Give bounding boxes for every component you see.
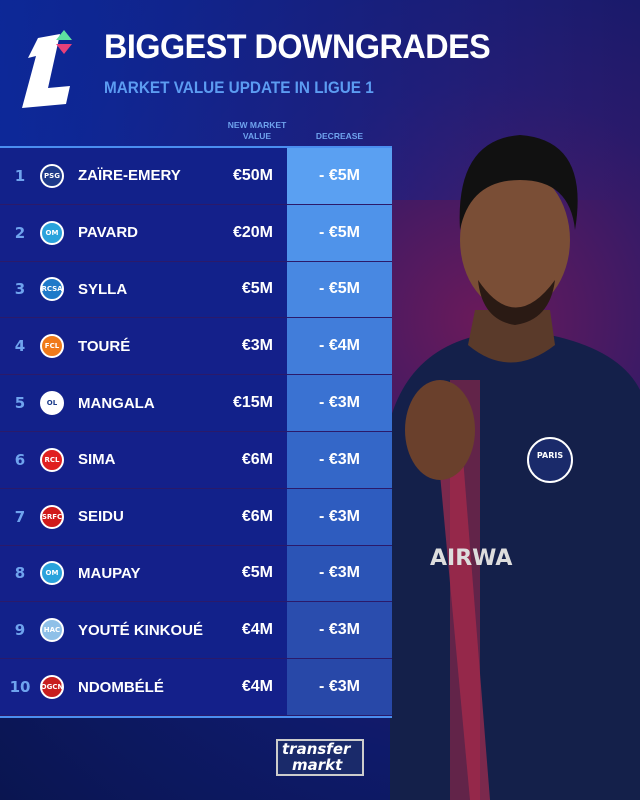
market-value: €20M xyxy=(232,223,273,241)
brand-line2: markt xyxy=(292,756,343,774)
page-subtitle: MARKET VALUE UPDATE IN LIGUE 1 xyxy=(104,78,374,97)
club-badge-icon: PSG xyxy=(40,163,64,188)
market-value: €4M xyxy=(241,621,273,639)
player-name: SYLLA xyxy=(78,280,128,298)
rank: 5 xyxy=(14,394,26,413)
decrease-value: - €4M xyxy=(287,318,392,375)
club-badge-icon: OL xyxy=(40,391,64,416)
ligue1-logo xyxy=(22,30,72,108)
rank: 4 xyxy=(14,337,26,356)
market-value: €6M xyxy=(241,450,273,468)
decrease-value: - €3M xyxy=(287,431,392,488)
column-header-value: NEW MARKET VALUE xyxy=(227,120,287,141)
market-value: €50M xyxy=(232,166,273,184)
decrease-value: - €5M xyxy=(287,204,392,261)
rank: 7 xyxy=(14,507,26,526)
rank: 6 xyxy=(14,450,26,469)
column-header-decrease: DECREASE xyxy=(315,131,364,141)
decrease-value: - €3M xyxy=(287,602,392,659)
table-row: 6 RCL SIMA €6M - €3M xyxy=(0,431,392,489)
club-badge-icon: OM xyxy=(40,220,64,245)
table-row: 3 RCSA SYLLA €5M - €5M xyxy=(0,261,392,319)
crest-text: PARIS xyxy=(537,451,563,460)
club-badge-icon: RCSA xyxy=(40,277,64,302)
rank: 10 xyxy=(9,678,31,697)
table-row: 7 SRFC SEIDU €6M - €3M xyxy=(0,488,392,546)
club-badge-icon: FCL xyxy=(40,334,64,359)
table-row: 4 FCL TOURÉ €3M - €4M xyxy=(0,318,392,376)
rank: 1 xyxy=(14,166,26,185)
club-badge-icon: RCL xyxy=(40,447,64,472)
club-badge-icon: OM xyxy=(40,561,64,586)
rank: 9 xyxy=(14,621,26,640)
player-name: MANGALA xyxy=(78,394,155,412)
table-row: 5 OL MANGALA €15M - €3M xyxy=(0,375,392,432)
rankings-table: 1 PSG ZAÏRE-EMERY €50M - €5M 2 OM PAVARD … xyxy=(0,146,392,718)
brand-line1: transfer xyxy=(282,740,351,758)
market-value: €6M xyxy=(241,507,273,525)
transfermarkt-logo: transfer markt xyxy=(276,739,364,776)
rank: 2 xyxy=(14,223,26,242)
club-badge-icon: HAC xyxy=(40,618,64,643)
player-name: MAUPAY xyxy=(78,564,141,582)
market-value: €4M xyxy=(241,678,273,696)
decrease-value: - €3M xyxy=(287,488,392,545)
shirt-sponsor: AIRWA xyxy=(430,546,512,571)
player-name: NDOMBÉLÉ xyxy=(78,678,164,696)
club-badge-icon: SRFC xyxy=(40,504,64,529)
table-row: 1 PSG ZAÏRE-EMERY €50M - €5M xyxy=(0,148,392,205)
player-name: SIMA xyxy=(78,451,116,469)
rank: 3 xyxy=(14,280,26,299)
market-value: €15M xyxy=(232,394,273,412)
market-value: €5M xyxy=(241,280,273,298)
table-row: 8 OM MAUPAY €5M - €3M xyxy=(0,545,392,603)
market-value: €5M xyxy=(241,564,273,582)
player-photo: PARIS AIRWA xyxy=(390,135,640,800)
rank: 8 xyxy=(14,564,26,583)
decrease-value: - €5M xyxy=(287,261,392,318)
player-name: ZAÏRE-EMERY xyxy=(78,167,181,185)
decrease-value: - €3M xyxy=(287,375,392,431)
decrease-value: - €3M xyxy=(287,545,392,602)
decrease-value: - €5M xyxy=(287,148,392,204)
page-title: BIGGEST DOWNGRADES xyxy=(104,28,491,66)
player-name: PAVARD xyxy=(78,224,138,242)
player-name: TOURÉ xyxy=(78,337,131,355)
player-name: YOUTÉ KINKOUÉ xyxy=(78,621,204,639)
player-name: SEIDU xyxy=(78,508,124,526)
table-row: 9 HAC YOUTÉ KINKOUÉ €4M - €3M xyxy=(0,602,392,660)
decrease-value: - €3M xyxy=(287,659,392,715)
market-value: €3M xyxy=(241,337,273,355)
club-badge-icon: OGCN xyxy=(40,675,64,700)
table-row: 10 OGCN NDOMBÉLÉ €4M - €3M xyxy=(0,659,392,716)
table-row: 2 OM PAVARD €20M - €5M xyxy=(0,204,392,262)
